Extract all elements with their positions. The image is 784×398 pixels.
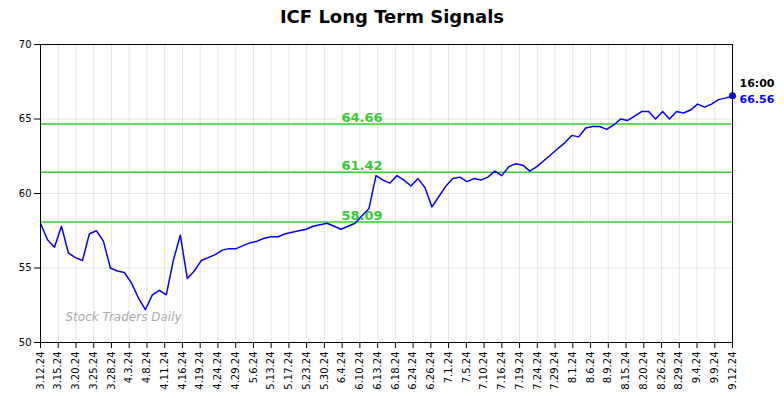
svg-text:6.10.24: 6.10.24 [354, 352, 365, 390]
svg-text:4.29.24: 4.29.24 [230, 352, 241, 390]
svg-text:7.24.24: 7.24.24 [532, 352, 543, 390]
svg-text:65: 65 [19, 113, 32, 124]
svg-text:4.16.24: 4.16.24 [177, 352, 188, 390]
svg-text:4.3.24: 4.3.24 [123, 352, 134, 384]
svg-text:3.15.24: 3.15.24 [52, 352, 63, 390]
svg-text:3.25.24: 3.25.24 [88, 352, 99, 390]
svg-text:4.11.24: 4.11.24 [159, 352, 170, 390]
svg-text:4.24.24: 4.24.24 [212, 352, 223, 390]
svg-text:5.17.24: 5.17.24 [283, 352, 294, 390]
svg-text:58.09: 58.09 [341, 208, 383, 223]
svg-text:66.56: 66.56 [740, 93, 775, 106]
html-text:ICF Long Term Signals: ICF Long Term Signals [279, 6, 505, 27]
svg-text:3.20.24: 3.20.24 [70, 352, 81, 390]
svg-text:7.29.24: 7.29.24 [549, 352, 560, 390]
svg-text:8.1.24: 8.1.24 [567, 352, 578, 384]
svg-text:6.13.24: 6.13.24 [372, 352, 383, 390]
svg-text:8.26.24: 8.26.24 [656, 352, 667, 390]
svg-text:5.6.24: 5.6.24 [248, 352, 259, 384]
svg-text:70: 70 [19, 39, 32, 50]
svg-text:55: 55 [19, 262, 32, 273]
svg-text:60: 60 [19, 188, 32, 199]
svg-text:8.6.24: 8.6.24 [585, 352, 596, 384]
svg-text:8.20.24: 8.20.24 [638, 352, 649, 390]
svg-text:6.18.24: 6.18.24 [390, 352, 401, 390]
svg-text:8.15.24: 8.15.24 [620, 352, 631, 390]
svg-text:Stock Traders Daily: Stock Traders Daily [66, 310, 183, 324]
svg-text:9.12.24: 9.12.24 [727, 352, 738, 390]
svg-text:5.30.24: 5.30.24 [319, 352, 330, 390]
svg-text:5.23.24: 5.23.24 [301, 352, 312, 390]
svg-text:16:00: 16:00 [740, 77, 775, 90]
svg-text:6.4.24: 6.4.24 [336, 352, 347, 384]
svg-text:4.8.24: 4.8.24 [141, 352, 152, 384]
svg-text:7.10.24: 7.10.24 [478, 352, 489, 390]
svg-text:4.19.24: 4.19.24 [194, 352, 205, 390]
svg-text:7.19.24: 7.19.24 [514, 352, 525, 390]
svg-text:6.24.24: 6.24.24 [407, 352, 418, 390]
svg-text:8.29.24: 8.29.24 [673, 352, 684, 390]
svg-text:6.26.24: 6.26.24 [425, 352, 436, 390]
svg-text:8.9.24: 8.9.24 [602, 352, 613, 384]
svg-text:3.12.24: 3.12.24 [35, 352, 46, 390]
svg-text:5.13.24: 5.13.24 [265, 352, 276, 390]
svg-text:50: 50 [19, 337, 32, 348]
svg-text:64.66: 64.66 [342, 110, 383, 125]
svg-text:3.28.24: 3.28.24 [106, 352, 117, 390]
svg-text:61.42: 61.42 [342, 158, 383, 173]
svg-text:7.16.24: 7.16.24 [496, 352, 507, 390]
svg-text:9.4.24: 9.4.24 [691, 352, 702, 384]
svg-text:9.9.24: 9.9.24 [709, 352, 720, 384]
svg-text:7.1.24: 7.1.24 [443, 352, 454, 384]
svg-text:7.5.24: 7.5.24 [461, 352, 472, 384]
